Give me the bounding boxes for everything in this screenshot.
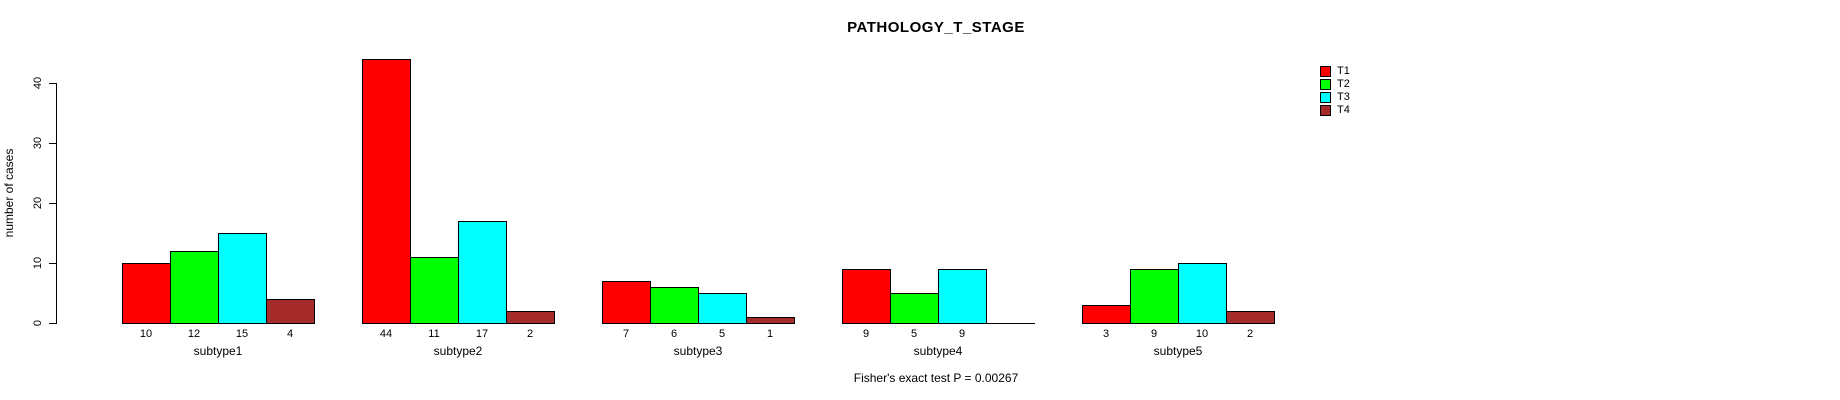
bar-value-label: 11 bbox=[428, 328, 440, 340]
bar-value-label: 10 bbox=[139, 328, 153, 340]
bar-value-label: 5 bbox=[718, 328, 726, 340]
bar-t1-subtype5 bbox=[1082, 305, 1131, 324]
legend-swatch-t2 bbox=[1320, 79, 1331, 90]
y-tick bbox=[49, 83, 56, 84]
bar-value-label: 10 bbox=[1195, 328, 1209, 340]
bar-t4-subtype2 bbox=[506, 311, 555, 324]
bar-value-label: 3 bbox=[1102, 328, 1110, 340]
bar-t2-subtype2 bbox=[410, 257, 459, 324]
category-label-subtype2: subtype2 bbox=[433, 344, 483, 358]
y-tick bbox=[49, 143, 56, 144]
legend-swatch-t4 bbox=[1320, 105, 1331, 116]
bar-t1-subtype2 bbox=[362, 59, 411, 324]
legend-swatch-t3 bbox=[1320, 92, 1331, 103]
bar-t4-subtype4 bbox=[986, 323, 1035, 324]
legend-label: T1 bbox=[1337, 65, 1350, 77]
bar-value-label: 9 bbox=[958, 328, 966, 340]
legend-label: T4 bbox=[1337, 104, 1350, 116]
y-tick-label: 20 bbox=[32, 196, 44, 210]
bar-t2-subtype4 bbox=[890, 293, 939, 324]
y-tick bbox=[49, 323, 56, 324]
y-tick-label: 40 bbox=[32, 76, 44, 90]
bar-t3-subtype5 bbox=[1178, 263, 1227, 324]
category-label-subtype5: subtype5 bbox=[1153, 344, 1203, 358]
legend-label: T2 bbox=[1337, 78, 1350, 90]
bar-value-label: 4 bbox=[286, 328, 294, 340]
y-tick bbox=[49, 203, 56, 204]
bar-value-label: 5 bbox=[910, 328, 918, 340]
bar-value-label: 7 bbox=[622, 328, 630, 340]
bar-t1-subtype3 bbox=[602, 281, 651, 324]
bar-t2-subtype1 bbox=[170, 251, 219, 324]
bar-t2-subtype3 bbox=[650, 287, 699, 324]
legend-swatch-t1 bbox=[1320, 66, 1331, 77]
bar-value-label: 17 bbox=[475, 328, 489, 340]
bar-value-label: 12 bbox=[187, 328, 201, 340]
bar-value-label: 6 bbox=[670, 328, 678, 340]
y-tick-label: 30 bbox=[32, 136, 44, 150]
legend-item-t2: T2 bbox=[1320, 79, 1350, 90]
legend-item-t4: T4 bbox=[1320, 105, 1350, 116]
bar-t3-subtype3 bbox=[698, 293, 747, 324]
bar-t1-subtype1 bbox=[122, 263, 171, 324]
bar-value-label: 9 bbox=[1150, 328, 1158, 340]
legend: T1 T2 T3 T4 bbox=[1320, 66, 1350, 118]
bar-t4-subtype3 bbox=[746, 317, 795, 324]
legend-item-t1: T1 bbox=[1320, 66, 1350, 77]
annotation-fisher-test: Fisher's exact test P = 0.00267 bbox=[853, 371, 1019, 385]
bar-value-label: 44 bbox=[379, 328, 393, 340]
y-tick bbox=[49, 263, 56, 264]
bar-t3-subtype1 bbox=[218, 233, 267, 324]
legend-label: T3 bbox=[1337, 91, 1350, 103]
bar-value-label: 1 bbox=[766, 328, 774, 340]
y-axis-line bbox=[56, 83, 57, 324]
bar-t3-subtype4 bbox=[938, 269, 987, 324]
y-axis-label: number of cases bbox=[2, 148, 16, 238]
bar-value-label: 2 bbox=[526, 328, 534, 340]
bar-t1-subtype4 bbox=[842, 269, 891, 324]
chart-title: PATHOLOGY_T_STAGE bbox=[847, 19, 1025, 36]
bar-value-label: 2 bbox=[1246, 328, 1254, 340]
y-tick-label: 10 bbox=[32, 256, 44, 270]
bar-t4-subtype1 bbox=[266, 299, 315, 324]
bar-t3-subtype2 bbox=[458, 221, 507, 324]
legend-item-t3: T3 bbox=[1320, 92, 1350, 103]
bar-t4-subtype5 bbox=[1226, 311, 1275, 324]
category-label-subtype4: subtype4 bbox=[913, 344, 963, 358]
category-label-subtype3: subtype3 bbox=[673, 344, 723, 358]
category-label-subtype1: subtype1 bbox=[193, 344, 243, 358]
bar-value-label: 9 bbox=[862, 328, 870, 340]
y-tick-label: 0 bbox=[32, 319, 44, 327]
bar-value-label: 15 bbox=[235, 328, 249, 340]
bar-t2-subtype5 bbox=[1130, 269, 1179, 324]
